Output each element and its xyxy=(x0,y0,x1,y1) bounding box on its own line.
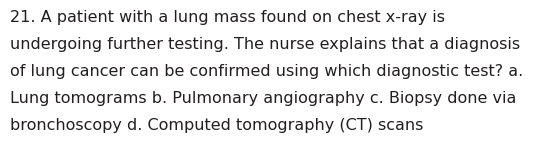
Text: 21. A patient with a lung mass found on chest x-ray is: 21. A patient with a lung mass found on … xyxy=(10,10,445,25)
Text: bronchoscopy d. Computed tomography (CT) scans: bronchoscopy d. Computed tomography (CT)… xyxy=(10,118,424,133)
Text: of lung cancer can be confirmed using which diagnostic test? a.: of lung cancer can be confirmed using wh… xyxy=(10,64,523,79)
Text: Lung tomograms b. Pulmonary angiography c. Biopsy done via: Lung tomograms b. Pulmonary angiography … xyxy=(10,91,516,106)
Text: undergoing further testing. The nurse explains that a diagnosis: undergoing further testing. The nurse ex… xyxy=(10,37,520,52)
